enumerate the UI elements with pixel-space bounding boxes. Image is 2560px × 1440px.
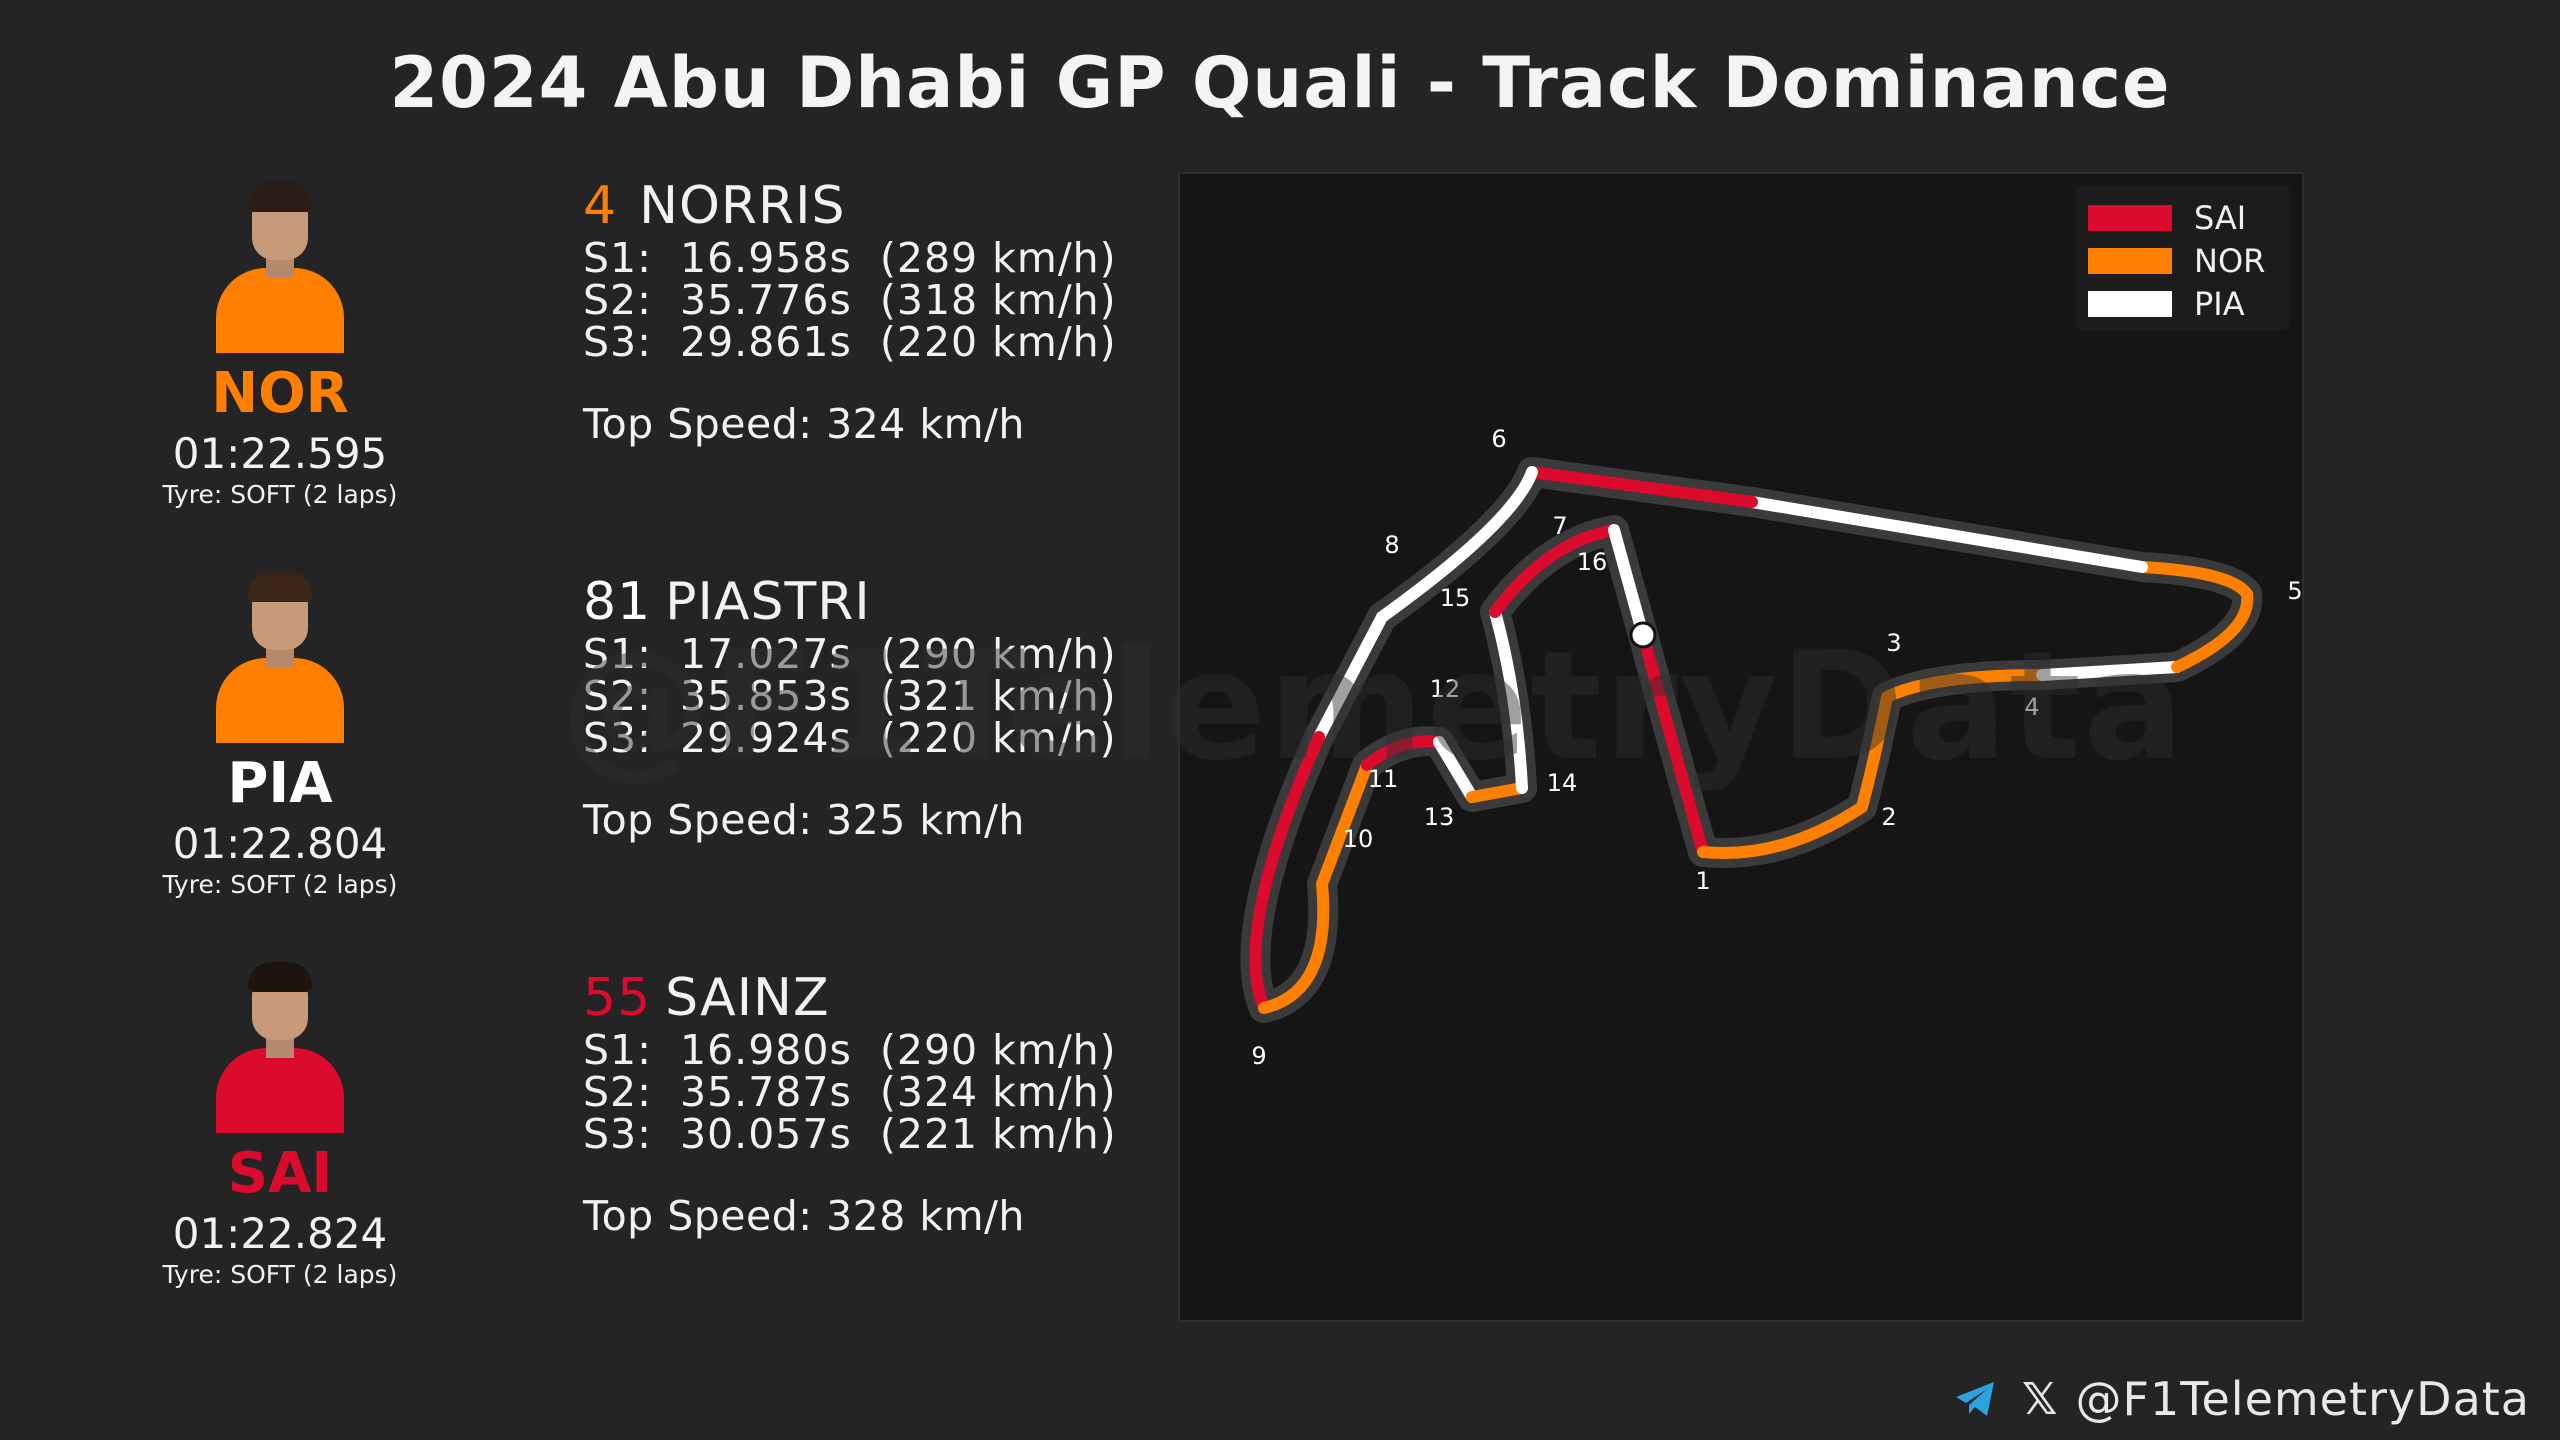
track-segment-nor-16 xyxy=(1466,782,1528,803)
driver-code: NOR xyxy=(211,361,349,426)
track-segment-nor-12 xyxy=(1258,878,1330,1014)
driver-card-pia: PIA 01:22.804 Tyre: SOFT (2 laps) xyxy=(130,568,430,901)
turn-label-5: 5 xyxy=(2287,577,2302,605)
turn-label-7: 7 xyxy=(1552,512,1567,540)
driver-number: 55 xyxy=(583,968,652,1028)
top-speed: Top Speed: 328 km/h xyxy=(583,1192,1025,1240)
legend-item-nor: NOR xyxy=(2088,239,2278,282)
lap-time: 01:22.804 xyxy=(172,819,388,868)
track-segment-sai-11 xyxy=(1249,731,1325,1014)
turn-label-4: 4 xyxy=(2024,693,2039,721)
sector-1: S1: 16.958s (289 km/h) xyxy=(583,234,1117,282)
telegram-icon[interactable] xyxy=(1954,1379,1998,1419)
sector-1: S1: 17.027s (290 km/h) xyxy=(583,630,1117,678)
legend: SAI NOR PIA xyxy=(2076,186,2290,330)
turn-label-14: 14 xyxy=(1547,769,1578,797)
track-segment-nor-1 xyxy=(1697,801,1868,860)
driver-heading: 55 SAINZ xyxy=(583,967,1143,1029)
lap-time: 01:22.595 xyxy=(172,429,388,478)
sector-info-norris: 4 NORRIS S1: 16.958s (289 km/h) S2: 35.77… xyxy=(583,175,1143,447)
sector-2: S2: 35.776s (318 km/h) xyxy=(583,276,1117,324)
driver-name: SAINZ xyxy=(665,968,830,1028)
turn-label-2: 2 xyxy=(1881,803,1896,831)
top-speed: Top Speed: 325 km/h xyxy=(583,796,1025,844)
track-segment-nor-3 xyxy=(1881,669,2048,703)
sector-1: S1: 16.980s (290 km/h) xyxy=(583,1026,1117,1074)
sector-info-sainz: 55 SAINZ S1: 16.980s (290 km/h) S2: 35.78… xyxy=(583,967,1143,1239)
x-icon[interactable]: 𝕏 xyxy=(2022,1373,2058,1425)
turn-label-10: 10 xyxy=(1343,825,1374,853)
driver-name: NORRIS xyxy=(639,176,846,236)
track-segment-pia-9 xyxy=(1376,466,1538,623)
turn-label-15: 15 xyxy=(1440,584,1471,612)
legend-label: PIA xyxy=(2194,284,2245,323)
driver-name: PIASTRI xyxy=(665,572,871,632)
driver-photo-piastri xyxy=(210,568,350,743)
track-segment-pia-19 xyxy=(1608,524,1649,641)
legend-item-pia: PIA xyxy=(2088,282,2278,325)
track-segment-pia-10 xyxy=(1313,611,1388,743)
turn-label-9: 9 xyxy=(1251,1042,1266,1070)
top-speed: Top Speed: 324 km/h xyxy=(583,400,1025,448)
driver-photo-norris xyxy=(210,178,350,353)
page-title: 2024 Abu Dhabi GP Quali - Track Dominanc… xyxy=(389,42,2171,124)
turn-label-8: 8 xyxy=(1384,531,1399,559)
sector-info-piastri: 81 PIASTRI S1: 17.027s (290 km/h) S2: 35.… xyxy=(583,571,1143,843)
turn-label-1: 1 xyxy=(1695,867,1710,895)
track-segment-sai-8 xyxy=(1526,466,1758,508)
legend-label: NOR xyxy=(2194,241,2266,280)
turn-label-12: 12 xyxy=(1430,675,1461,703)
turn-label-6: 6 xyxy=(1491,425,1506,453)
driver-card-nor: NOR 01:22.595 Tyre: SOFT (2 laps) xyxy=(130,178,430,511)
tyre-info: Tyre: SOFT (2 laps) xyxy=(162,1260,398,1289)
track-segment-nor-2 xyxy=(1856,691,1893,813)
driver-number: 81 xyxy=(583,572,652,632)
sector-3: S3: 29.861s (220 km/h) xyxy=(583,318,1117,366)
tyre-info: Tyre: SOFT (2 laps) xyxy=(162,480,398,509)
track-segment-sai-14 xyxy=(1361,735,1445,771)
track-segment-pia-15 xyxy=(1433,736,1478,803)
sector-2: S2: 35.787s (324 km/h) xyxy=(583,1068,1117,1116)
track-segment-nor-13 xyxy=(1316,759,1373,890)
watermark: @F1TelemetryData xyxy=(560,620,2187,794)
legend-item-sai: SAI xyxy=(2088,196,2278,239)
tyre-info: Tyre: SOFT (2 laps) xyxy=(162,870,398,899)
lap-time: 01:22.824 xyxy=(172,1209,388,1258)
driver-photo-sainz xyxy=(210,958,350,1133)
track-segment-sai-18 xyxy=(1489,524,1620,618)
driver-code: PIA xyxy=(227,751,333,816)
sector-2: S2: 35.853s (321 km/h) xyxy=(583,672,1117,720)
turn-label-13: 13 xyxy=(1424,803,1455,831)
track-segment-pia-17 xyxy=(1489,606,1528,794)
driver-code: SAI xyxy=(227,1141,333,1206)
turn-label-16: 16 xyxy=(1577,548,1608,576)
track-segment-pia-7 xyxy=(1746,496,2148,573)
track-map-panel: 1 2 3 4 5 6 7 8 9 10 11 12 13 14 15 16 xyxy=(1178,172,2304,1322)
legend-label: SAI xyxy=(2194,198,2247,237)
track-segment-pia-4 xyxy=(2036,661,2183,681)
driver-card-sai: SAI 01:22.824 Tyre: SOFT (2 laps) xyxy=(130,958,430,1291)
footer: 𝕏 @F1TelemetryData xyxy=(1954,1372,2530,1426)
legend-swatch xyxy=(2088,204,2172,231)
start-marker xyxy=(1629,621,1657,649)
turn-label-11: 11 xyxy=(1368,765,1399,793)
sector-3: S3: 29.924s (220 km/h) xyxy=(583,714,1117,762)
track-segment-nor-5 xyxy=(2171,588,2254,673)
legend-swatch xyxy=(2088,290,2172,317)
social-handle[interactable]: @F1TelemetryData xyxy=(2075,1372,2530,1426)
track-segment-nor-6 xyxy=(2136,561,2253,600)
turn-label-3: 3 xyxy=(1886,629,1901,657)
driver-heading: 4 NORRIS xyxy=(583,175,1143,237)
driver-heading: 81 PIASTRI xyxy=(583,571,1143,633)
track-segment-sai-0 xyxy=(1637,629,1709,858)
sector-3: S3: 30.057s (221 km/h) xyxy=(583,1110,1117,1158)
driver-number: 4 xyxy=(583,176,618,236)
legend-swatch xyxy=(2088,247,2172,274)
